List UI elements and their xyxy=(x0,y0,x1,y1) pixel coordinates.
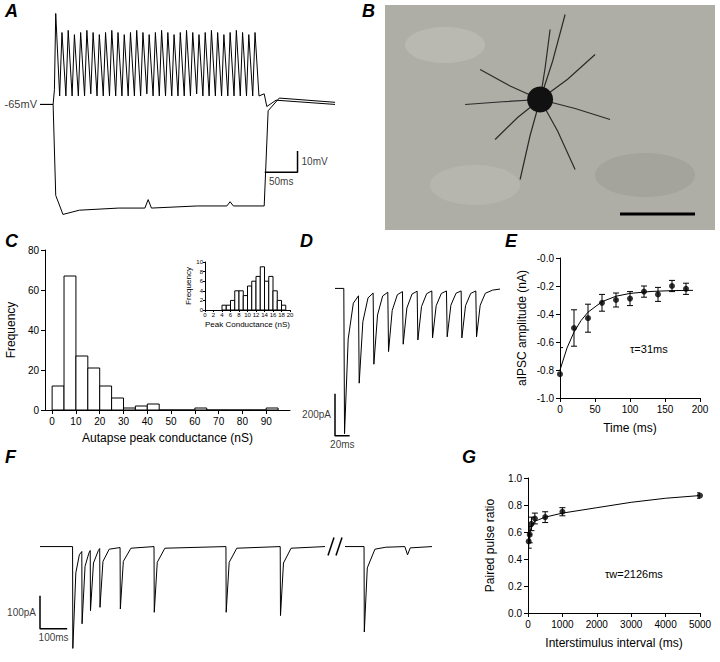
svg-text:0.4: 0.4 xyxy=(508,554,522,565)
svg-text:Time (ms): Time (ms) xyxy=(603,421,657,435)
svg-text:20: 20 xyxy=(94,416,106,427)
svg-text:5000: 5000 xyxy=(689,619,712,630)
svg-text:10: 10 xyxy=(196,259,203,265)
svg-text:14: 14 xyxy=(261,312,268,318)
svg-text:-0.2: -0.2 xyxy=(537,281,555,292)
svg-text:-0.6: -0.6 xyxy=(537,337,555,348)
svg-text:0.0: 0.0 xyxy=(508,608,522,619)
svg-text:D: D xyxy=(300,231,313,251)
svg-text:16: 16 xyxy=(270,312,277,318)
svg-text:Interstimulus interval (ms): Interstimulus interval (ms) xyxy=(545,636,682,650)
svg-text:-65mV: -65mV xyxy=(5,98,38,110)
svg-text:18: 18 xyxy=(278,312,285,318)
svg-text:3000: 3000 xyxy=(620,619,643,630)
svg-text:70: 70 xyxy=(213,416,225,427)
svg-text:G: G xyxy=(462,447,476,467)
svg-text:0: 0 xyxy=(33,405,39,416)
svg-text:aIPSC amplitude (nA): aIPSC amplitude (nA) xyxy=(515,270,529,386)
svg-text:F: F xyxy=(5,447,17,467)
svg-text:0.8: 0.8 xyxy=(508,500,522,511)
svg-text:90: 90 xyxy=(261,416,273,427)
svg-text:0.6: 0.6 xyxy=(508,527,522,538)
svg-text:100pA: 100pA xyxy=(7,607,36,618)
svg-text:100ms: 100ms xyxy=(39,632,69,643)
svg-text:-1.0: -1.0 xyxy=(537,393,555,404)
svg-text:Frequency: Frequency xyxy=(4,302,18,359)
svg-text:1000: 1000 xyxy=(551,619,574,630)
svg-text:80: 80 xyxy=(28,245,40,256)
svg-text:2000: 2000 xyxy=(586,619,609,630)
svg-text:4: 4 xyxy=(200,288,204,294)
svg-text:0: 0 xyxy=(49,416,55,427)
svg-text:τ=31ms: τ=31ms xyxy=(630,343,668,355)
svg-text:30: 30 xyxy=(118,416,130,427)
svg-text:60: 60 xyxy=(189,416,201,427)
svg-text:60: 60 xyxy=(28,285,40,296)
svg-text:0: 0 xyxy=(199,307,203,313)
svg-text:Autapse peak conductance (nS): Autapse peak conductance (nS) xyxy=(82,431,253,445)
svg-text:8: 8 xyxy=(200,269,204,275)
svg-text:6: 6 xyxy=(229,312,233,318)
svg-text:4000: 4000 xyxy=(654,619,677,630)
svg-text:0.2: 0.2 xyxy=(508,581,522,592)
svg-text:-0.8: -0.8 xyxy=(537,365,555,376)
svg-text:Peak Conductance (nS): Peak Conductance (nS) xyxy=(205,320,290,329)
svg-text:E: E xyxy=(505,231,518,251)
svg-text:20ms: 20ms xyxy=(330,439,354,450)
svg-text:50: 50 xyxy=(166,416,178,427)
svg-text:-0.4: -0.4 xyxy=(537,309,555,320)
svg-text:6: 6 xyxy=(200,278,204,284)
svg-text:50ms: 50ms xyxy=(269,176,293,187)
svg-text:100: 100 xyxy=(622,404,639,415)
svg-text:200pA: 200pA xyxy=(302,409,331,420)
svg-text:2: 2 xyxy=(212,312,216,318)
svg-text:C: C xyxy=(5,231,19,251)
svg-text:8: 8 xyxy=(237,312,241,318)
svg-text:40: 40 xyxy=(28,325,40,336)
svg-text:12: 12 xyxy=(253,312,260,318)
svg-text:τw=2126ms: τw=2126ms xyxy=(605,568,663,580)
svg-text:80: 80 xyxy=(237,416,249,427)
svg-text:10: 10 xyxy=(244,312,251,318)
svg-text:0: 0 xyxy=(525,619,531,630)
svg-text:40: 40 xyxy=(142,416,154,427)
svg-text:50: 50 xyxy=(589,404,601,415)
svg-text:Paired pulse ratio: Paired pulse ratio xyxy=(483,498,497,592)
svg-text:10mV: 10mV xyxy=(302,156,328,167)
svg-text:20: 20 xyxy=(287,312,294,318)
svg-text:4: 4 xyxy=(220,312,224,318)
svg-text:200: 200 xyxy=(692,404,709,415)
svg-text:10: 10 xyxy=(70,416,82,427)
svg-text:1.0: 1.0 xyxy=(508,473,522,484)
svg-text:A: A xyxy=(4,1,18,21)
svg-text:2: 2 xyxy=(200,297,204,303)
svg-text:Frequency: Frequency xyxy=(184,267,193,305)
svg-text:150: 150 xyxy=(657,404,674,415)
svg-text:-0.0: -0.0 xyxy=(537,253,555,264)
svg-text:B: B xyxy=(362,1,375,21)
svg-text:0: 0 xyxy=(557,404,563,415)
svg-text:20: 20 xyxy=(28,365,40,376)
svg-text:0: 0 xyxy=(203,312,207,318)
